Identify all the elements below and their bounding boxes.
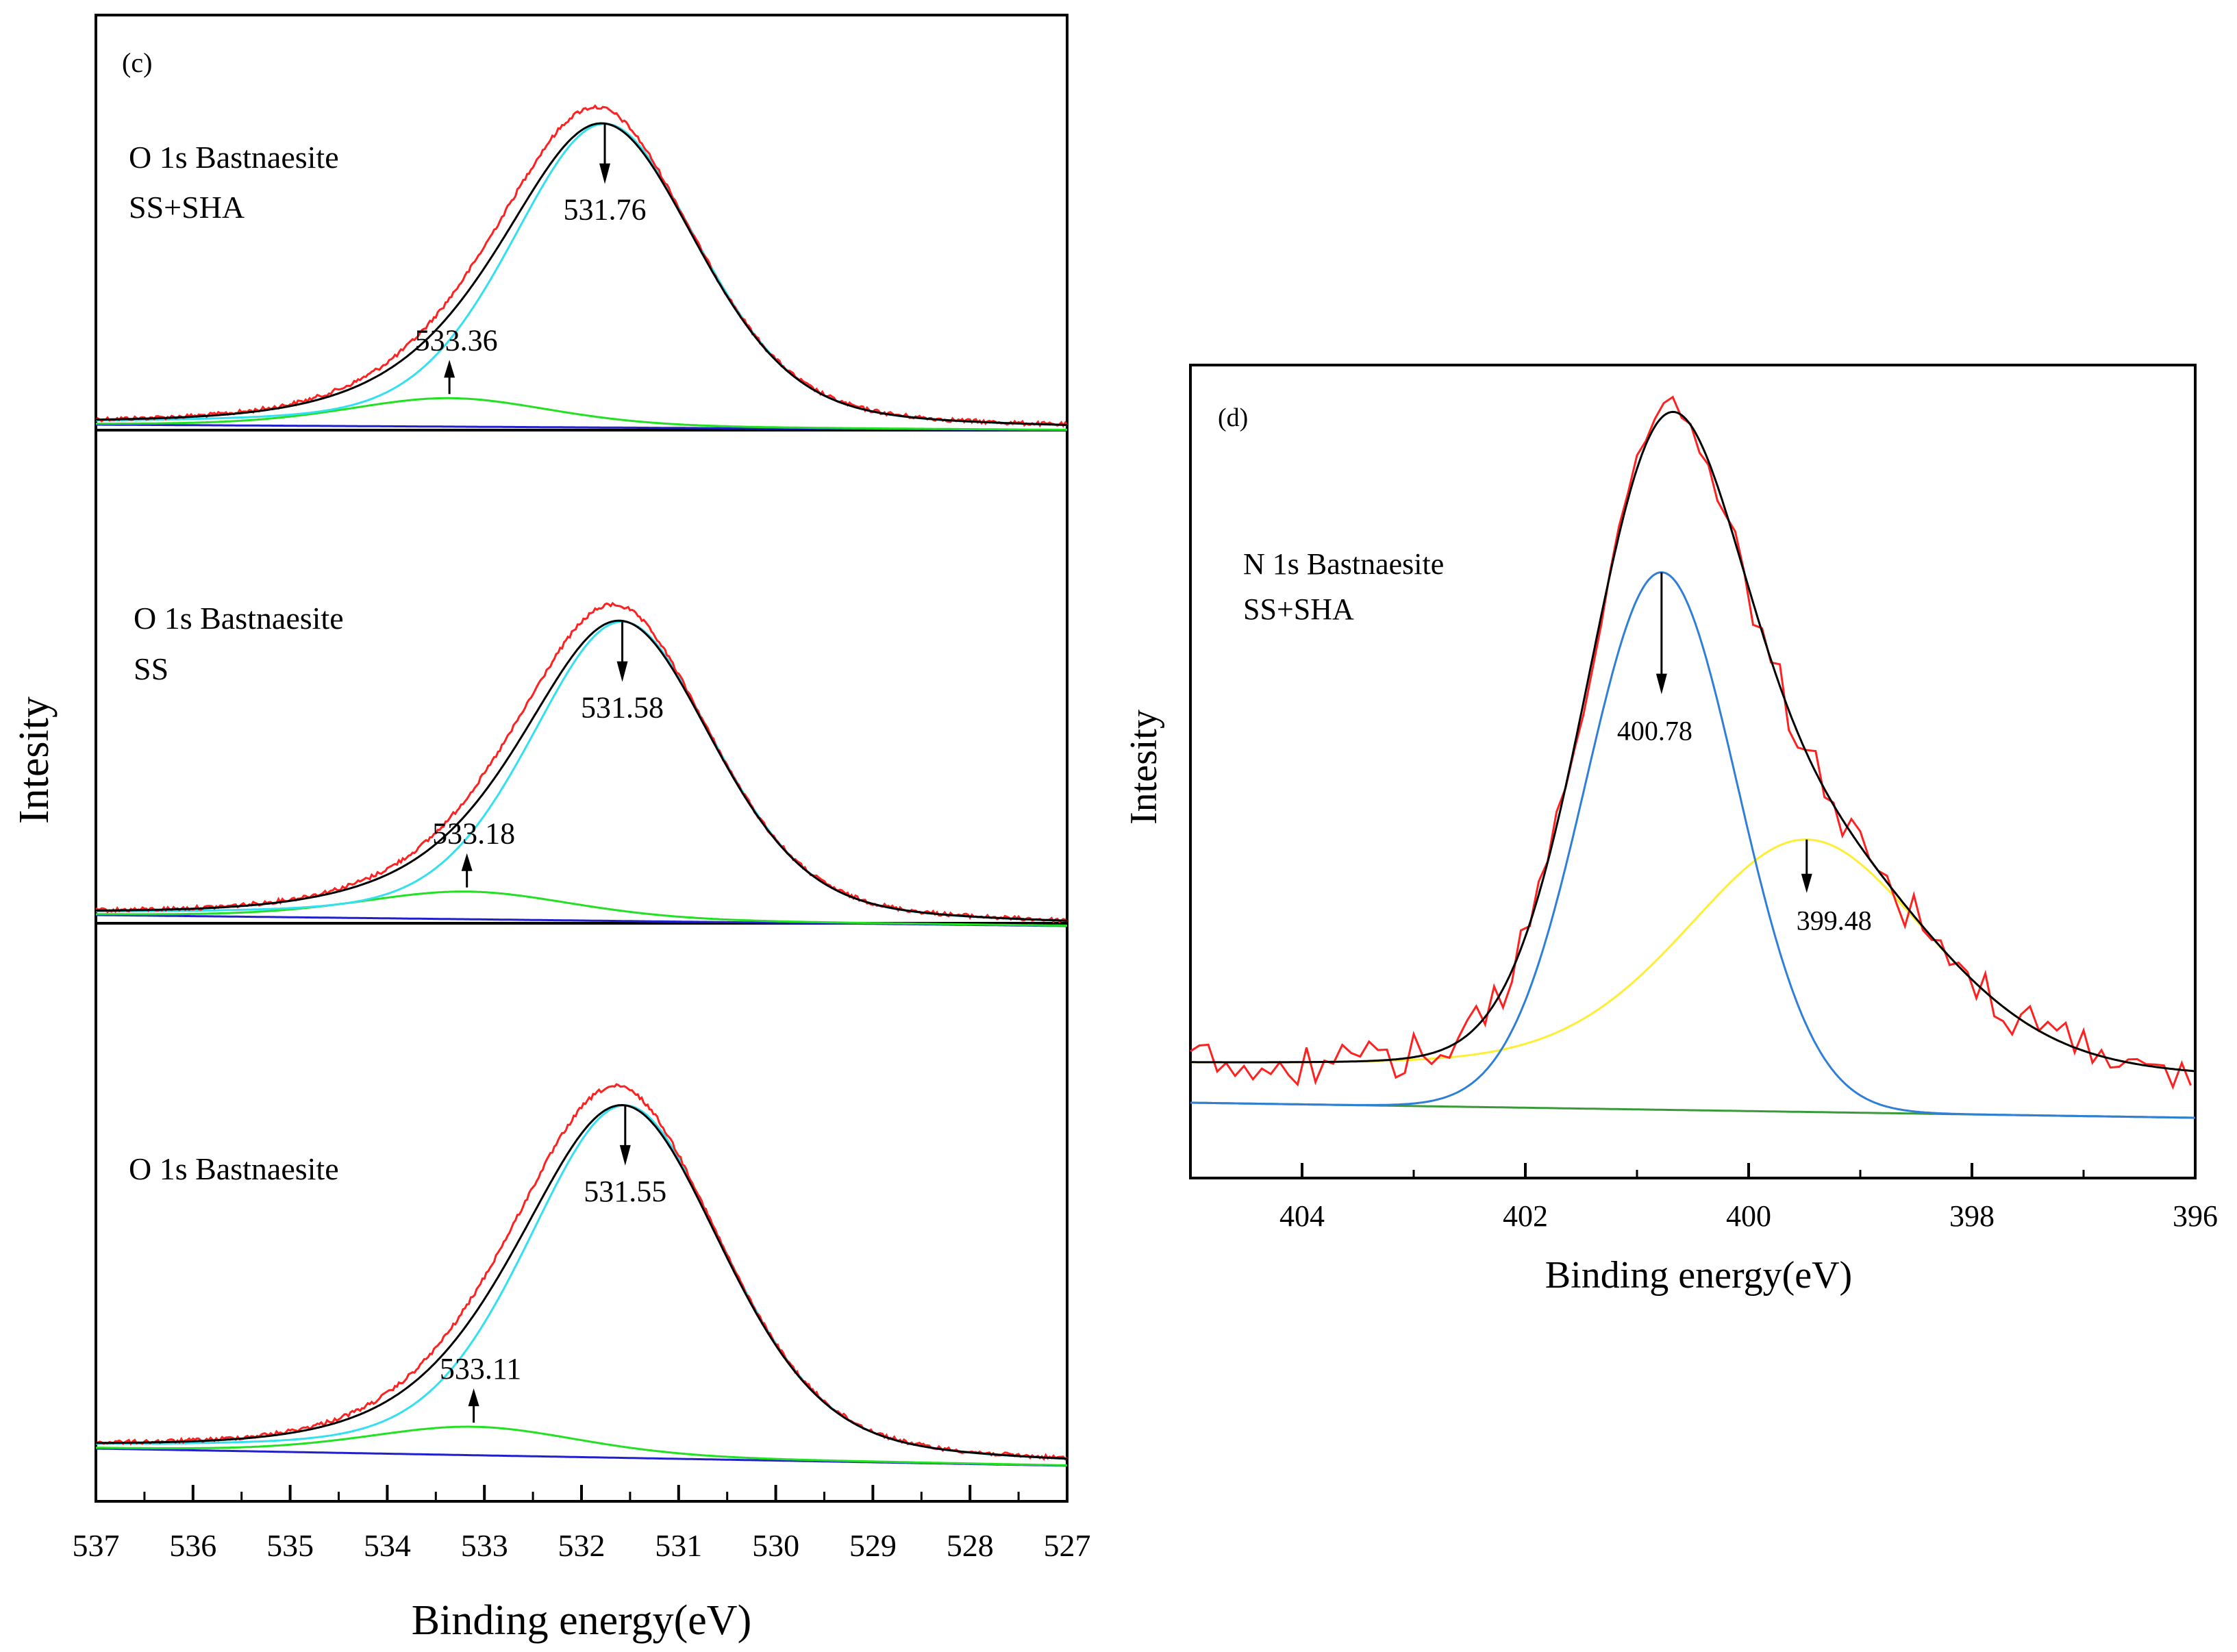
c-label-0-line-1: O 1s Bastnaesite <box>129 140 339 175</box>
c-tick-label-1: 536 <box>169 1528 216 1563</box>
d-label-line-1: N 1s Bastnaesite <box>1243 547 1444 581</box>
d-peak-1-label: 400.78 <box>1617 716 1692 747</box>
c-tick-label-8: 529 <box>849 1528 897 1563</box>
c-main-arrowhead-0 <box>599 163 611 184</box>
panel-c-x-ticks: 537 536 535 534 533 532 531 530 529 528 527 <box>73 1485 1091 1563</box>
c-envelope-line-0 <box>96 122 1067 426</box>
d-tick-label-3: 398 <box>1949 1199 1995 1233</box>
panel-c-ylabel: Intesity <box>11 697 58 824</box>
c-tick-label-3: 534 <box>364 1528 411 1563</box>
c-label-0-line-2: SS+SHA <box>129 190 245 225</box>
panel-c-label: (c) <box>122 47 152 78</box>
panel-c-subplot-bare: 531.55 533.11 <box>95 1083 1068 1467</box>
c-minor-arrowhead-1 <box>461 853 473 871</box>
c-main-peak-label-1: 531.58 <box>581 691 664 725</box>
panel-d-xlabel: Binding energy(eV) <box>1545 1254 1852 1297</box>
d-label-line-2: SS+SHA <box>1243 592 1354 626</box>
d-peak-1-line <box>1190 571 2195 1119</box>
c-label-1-line-1: O 1s Bastnaesite <box>134 601 344 636</box>
d-peak-2-label: 399.48 <box>1797 905 1872 936</box>
c-main-peak-label-0: 531.76 <box>564 193 647 227</box>
panel-d-x-ticks: 404 402 400 398 396 <box>1279 1163 2218 1233</box>
panel-d-label: (d) <box>1218 403 1248 432</box>
c-minor-peak-label-2: 533.11 <box>440 1352 521 1386</box>
c-label-2-line-1: O 1s Bastnaesite <box>129 1151 339 1186</box>
c-tick-label-0: 537 <box>73 1528 120 1563</box>
d-envelope-line <box>1190 410 2196 1073</box>
panel-c-subplot-ss-sha: 531.76 533.36 <box>95 104 1068 431</box>
panel-d-ylabel: Intesity <box>1123 710 1165 825</box>
d-tick-label-2: 400 <box>1726 1199 1771 1233</box>
d-tick-label-4: 396 <box>2173 1199 2218 1233</box>
c-main-peak-label-2: 531.55 <box>584 1175 666 1208</box>
d-tick-label-1: 402 <box>1503 1199 1548 1233</box>
d-peak-1-arrowhead <box>1655 673 1667 694</box>
c-envelope-line-2 <box>96 1103 1068 1460</box>
panel-d-n1s: (d) 400.78 399.48 N 1s Bastnaesite SS+SHA… <box>1123 364 2218 1297</box>
c-minor-arrowhead-0 <box>444 360 455 378</box>
panel-c-subplot-ss: 531.58 533.18 <box>95 601 1068 927</box>
c-tick-label-4: 533 <box>461 1528 508 1563</box>
c-main-arrowhead-1 <box>616 661 628 682</box>
c-envelope-line-1 <box>95 619 1068 922</box>
c-minor-peak-line-1 <box>96 890 1067 927</box>
c-minor-arrowhead-2 <box>468 1388 479 1407</box>
panel-c-o1s: (c) 531.76 533.36 531.58 533.18 531.55 533.… <box>11 14 1091 1644</box>
c-main-arrowhead-2 <box>619 1144 631 1166</box>
d-peak-2-arrowhead <box>1801 873 1812 893</box>
panel-d-plot: 400.78 399.48 <box>1190 395 2196 1119</box>
panel-d-frame <box>1189 364 2197 1179</box>
c-minor-peak-label-0: 533.36 <box>415 323 498 357</box>
c-tick-label-2: 535 <box>266 1528 314 1563</box>
c-minor-peak-label-1: 533.18 <box>432 817 515 851</box>
c-tick-label-9: 528 <box>947 1528 994 1563</box>
c-minor-peak-line-2 <box>96 1425 1068 1466</box>
c-tick-label-7: 530 <box>752 1528 799 1563</box>
c-tick-label-6: 531 <box>655 1528 702 1563</box>
c-label-1-line-2: SS <box>134 651 168 686</box>
c-minor-peak-line-0 <box>96 397 1067 431</box>
c-tick-label-5: 532 <box>558 1528 605 1563</box>
panel-c-xlabel: Binding energy(eV) <box>412 1597 751 1644</box>
c-tick-label-10: 527 <box>1044 1528 1091 1563</box>
d-tick-label-0: 404 <box>1279 1199 1325 1233</box>
